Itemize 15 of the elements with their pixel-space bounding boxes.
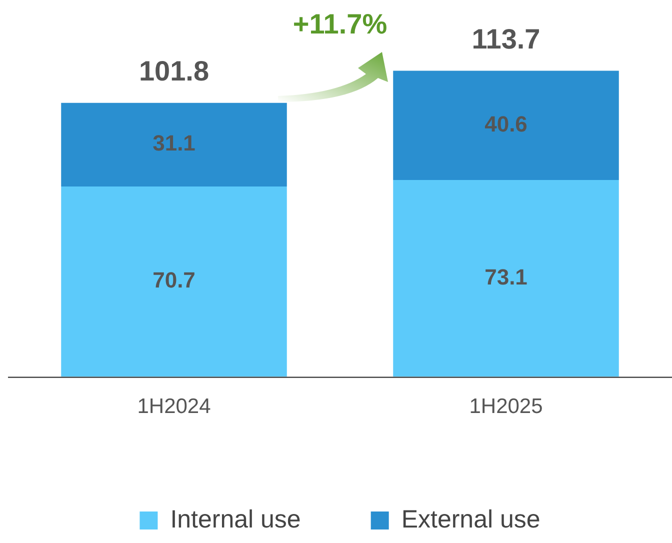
- bar: [393, 70, 619, 180]
- legend-label: Internal use: [170, 505, 301, 534]
- data-label: 70.7: [152, 268, 196, 293]
- total-label: 101.8: [138, 56, 210, 87]
- total-label: 113.7: [472, 24, 540, 55]
- bar: [61, 186, 287, 377]
- x-tick-label: 1H2025: [469, 395, 543, 418]
- x-tick-label: 1H2024: [137, 395, 212, 418]
- bar: [393, 180, 619, 377]
- bar: [61, 102, 287, 187]
- data-label: 40.6: [484, 111, 528, 136]
- legend-label: External use: [401, 505, 540, 534]
- data-label: 31.1: [152, 130, 196, 156]
- data-label: 73.1: [484, 264, 528, 290]
- text: +11.7%: [292, 8, 388, 40]
